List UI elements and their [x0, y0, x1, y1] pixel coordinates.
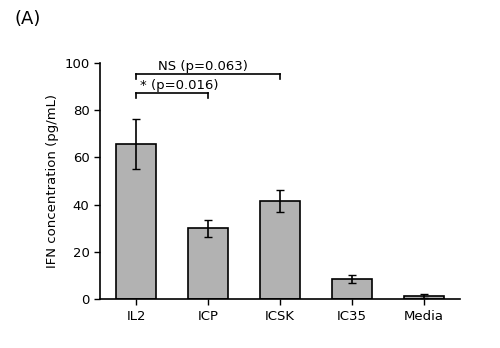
Bar	[116, 144, 156, 299]
Text: NS (p=0.063): NS (p=0.063)	[158, 60, 248, 73]
Y-axis label: IFN concentration (pg/mL): IFN concentration (pg/mL)	[46, 94, 59, 268]
Text: (A): (A)	[15, 10, 42, 29]
Bar	[188, 228, 228, 299]
Bar	[404, 296, 444, 299]
Bar	[260, 201, 300, 299]
Bar	[332, 279, 372, 299]
Text: * (p=0.016): * (p=0.016)	[140, 79, 218, 92]
